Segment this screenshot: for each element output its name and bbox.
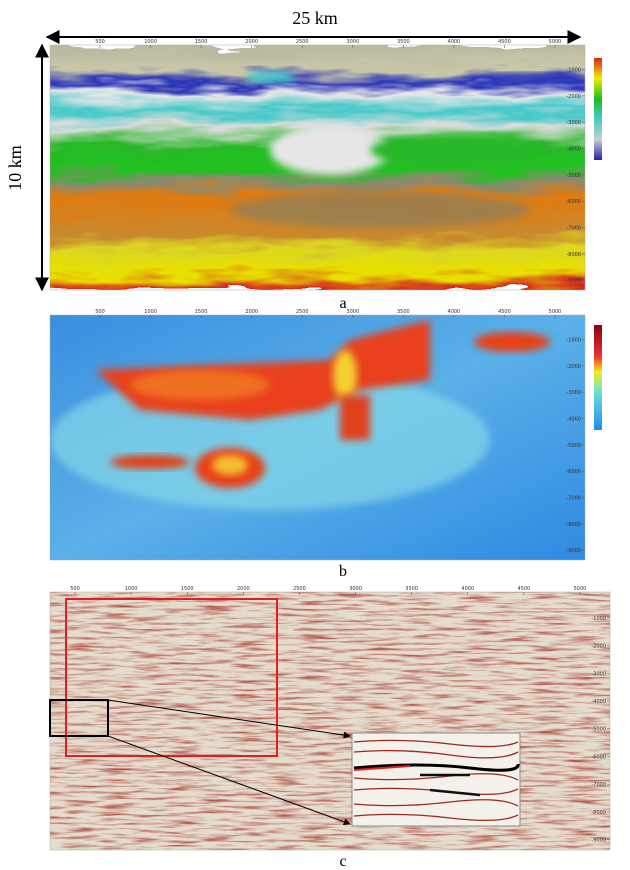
x-tick-label: 1000 [144,309,157,315]
y-tick-label: -9000 [566,278,581,284]
x-tick-label: 4000 [448,309,461,315]
y-tick-label: -2000 [566,364,581,370]
y-tick-label: -8000 [566,252,581,258]
width-label: 25 km [292,8,338,28]
y-tick-label: -8000 [566,522,581,528]
y-tick-label: -5000 [591,727,606,733]
x-tick-label: 4000 [461,586,474,592]
height-label: 10 km [5,145,25,191]
y-tick-label: -4000 [566,147,581,153]
panel-label: b [339,563,347,580]
y-tick-label: -2000 [591,644,606,650]
panel-label: c [339,853,346,870]
x-tick-label: 2500 [296,39,309,45]
y-tick-label: -7000 [591,782,606,788]
y-tick-label: -3000 [566,390,581,396]
panel-a-image [30,45,605,290]
colorbar-a [594,58,602,160]
y-tick-label: -3000 [591,671,606,677]
x-tick-label: 500 [70,586,80,592]
y-tick-label: -1000 [566,338,581,344]
x-tick-label: 2500 [293,586,306,592]
x-tick-label: 3500 [397,39,410,45]
x-tick-label: 2500 [296,309,309,315]
x-tick-label: 3500 [405,586,418,592]
x-tick-label: 2000 [245,39,258,45]
y-tick-label: -5000 [566,443,581,449]
y-tick-label: -4000 [591,699,606,705]
x-tick-label: 500 [95,309,105,315]
x-tick-label: 3000 [349,586,362,592]
x-tick-label: 5000 [574,586,587,592]
x-tick-label: 3000 [346,39,359,45]
y-tick-label: -2000 [566,94,581,100]
x-tick-label: 4500 [518,586,531,592]
y-tick-label: -9000 [566,548,581,554]
x-tick-label: 1500 [195,39,208,45]
x-tick-label: 5000 [549,309,562,315]
x-tick-label: 1000 [144,39,157,45]
figure: 25 km 10 km a b [0,0,630,870]
y-tick-label: -9000 [591,838,606,844]
panel-b-image [50,315,585,560]
y-tick-label: -4000 [566,417,581,423]
y-tick-label: -8000 [591,810,606,816]
x-tick-label: 2000 [245,309,258,315]
x-tick-label: 1500 [195,309,208,315]
x-tick-label: 1000 [125,586,138,592]
x-tick-label: 3000 [346,309,359,315]
y-tick-label: -6000 [591,754,606,760]
colorbar-b [594,325,602,430]
y-tick-label: -6000 [566,199,581,205]
x-tick-label: 4500 [498,309,511,315]
y-tick-label: -5000 [566,173,581,179]
x-tick-label: 4000 [448,39,461,45]
x-tick-label: 1500 [181,586,194,592]
y-tick-label: -1000 [566,68,581,74]
y-tick-label: -7000 [566,226,581,232]
panel-c-image [50,592,610,850]
x-tick-label: 4500 [498,39,511,45]
y-tick-label: -1000 [591,616,606,622]
y-tick-label: -7000 [566,496,581,502]
x-tick-label: 3500 [397,309,410,315]
y-tick-label: -3000 [566,120,581,126]
x-tick-label: 5000 [549,39,562,45]
x-tick-label: 500 [95,39,105,45]
zoom-inset [352,733,520,826]
y-tick-label: -6000 [566,469,581,475]
x-tick-label: 2000 [237,586,250,592]
